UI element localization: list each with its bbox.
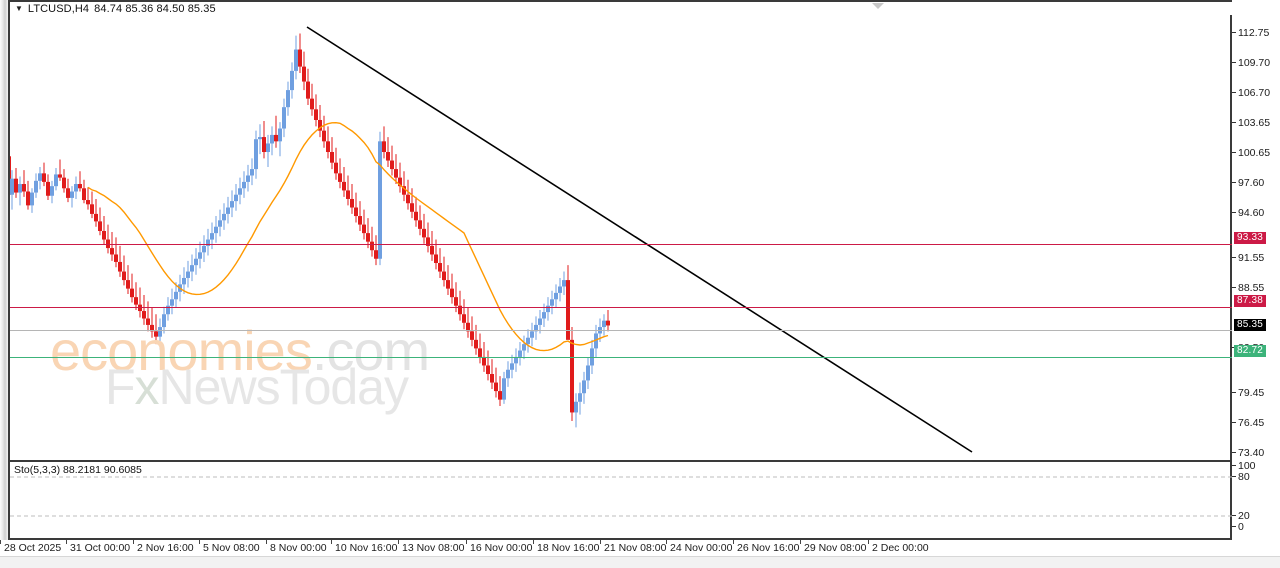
price-tick: 100.65: [1232, 148, 1270, 158]
time-tick: [533, 540, 534, 544]
current-bar-marker-icon: [872, 3, 884, 9]
chart-header: ▼ LTCUSD,H4 84.74 85.36 84.50 85.35: [10, 2, 1235, 15]
price-badge-82-72[interactable]: 82.72: [1234, 345, 1267, 357]
stochastic-pane[interactable]: Sto(5,3,3) 88.2181 90.6085: [10, 463, 1232, 538]
time-label: 28 Oct 2025: [4, 542, 62, 554]
price-tick: 73.40: [1232, 448, 1264, 458]
time-tick: [733, 540, 734, 544]
price-tick: 109.70: [1232, 58, 1270, 68]
stochastic-tick: 100: [1232, 461, 1256, 471]
stochastic-series: [10, 476, 1232, 517]
horizontal-scroll-strip[interactable]: [0, 556, 1280, 568]
descending-trendline: [306, 26, 973, 453]
time-tick: [66, 540, 67, 544]
price-tick: 76.45: [1232, 418, 1264, 428]
time-label: 29 Nov 08:00: [804, 542, 867, 554]
symbol-timeframe-label: LTCUSD,H4: [27, 2, 90, 15]
time-tick: [868, 540, 869, 544]
ohlc-values: 84.74 85.36 84.50 85.35: [94, 2, 216, 15]
time-tick: [133, 540, 134, 544]
price-badge-85-35[interactable]: 85.35: [1234, 319, 1267, 331]
time-label: 5 Nov 08:00: [203, 542, 260, 554]
time-label: 13 Nov 08:00: [402, 542, 465, 554]
time-label: 16 Nov 00:00: [470, 542, 533, 554]
time-label: 21 Nov 08:00: [604, 542, 667, 554]
price-badge-87-38[interactable]: 87.38: [1234, 295, 1267, 307]
time-label: 2 Nov 16:00: [137, 542, 194, 554]
time-tick: [331, 540, 332, 544]
time-tick: [466, 540, 467, 544]
price-tick: 88.55: [1232, 283, 1264, 293]
time-label: 10 Nov 16:00: [335, 542, 398, 554]
price-tick: 79.45: [1232, 388, 1264, 398]
support-line-82-72[interactable]: [10, 357, 1232, 358]
time-label: 24 Nov 00:00: [670, 542, 733, 554]
time-label: 26 Nov 16:00: [737, 542, 800, 554]
price-tick: 97.60: [1232, 178, 1264, 188]
stochastic-pane-bottom-border: [8, 538, 1232, 540]
moving-average-line: [87, 121, 609, 352]
stochastic-tick: 20: [1232, 511, 1250, 521]
price-scale[interactable]: 112.75 109.70 106.70 103.65 100.65 97.60 94.60…: [1232, 0, 1280, 556]
stochastic-tick: 80: [1232, 472, 1250, 482]
time-label: 18 Nov 16:00: [537, 542, 600, 554]
chevron-down-icon[interactable]: ▼: [15, 3, 23, 13]
stochastic-label: Sto(5,3,3) 88.2181 90.6085: [14, 464, 142, 476]
current-price-line-85-35[interactable]: [10, 330, 1232, 331]
time-label: 31 Oct 00:00: [70, 542, 131, 554]
vertical-scroll-strip[interactable]: [0, 0, 8, 556]
price-tick: 103.65: [1232, 118, 1270, 128]
time-tick: [0, 540, 1, 544]
price-tick: 94.60: [1232, 208, 1264, 218]
frame-top-border: [8, 0, 1232, 2]
resistance-line-87-38[interactable]: [10, 307, 1232, 308]
time-tick: [266, 540, 267, 544]
price-tick: 91.55: [1232, 253, 1264, 263]
time-tick: [398, 540, 399, 544]
time-label: 2 Dec 00:00: [872, 542, 929, 554]
resistance-line-93-33[interactable]: [10, 244, 1232, 245]
price-tick: 106.70: [1232, 88, 1270, 98]
time-tick: [800, 540, 801, 544]
price-pane[interactable]: economies.com FxNewsToday: [10, 16, 1232, 460]
time-tick: [666, 540, 667, 544]
time-tick: [600, 540, 601, 544]
price-badge-93-33[interactable]: 93.33: [1234, 232, 1267, 244]
pane-separator: [8, 460, 1232, 462]
price-tick: 112.75: [1232, 28, 1269, 38]
time-label: 8 Nov 00:00: [270, 542, 327, 554]
frame-left-border: [8, 0, 10, 556]
candlestick-series: [10, 26, 973, 453]
frame-right-border: [1230, 0, 1232, 556]
time-tick: [199, 540, 200, 544]
time-axis[interactable]: 28 Oct 2025 31 Oct 00:00 2 Nov 16:00 5 Nov …: [0, 540, 1232, 556]
stochastic-tick: 0: [1232, 522, 1244, 532]
